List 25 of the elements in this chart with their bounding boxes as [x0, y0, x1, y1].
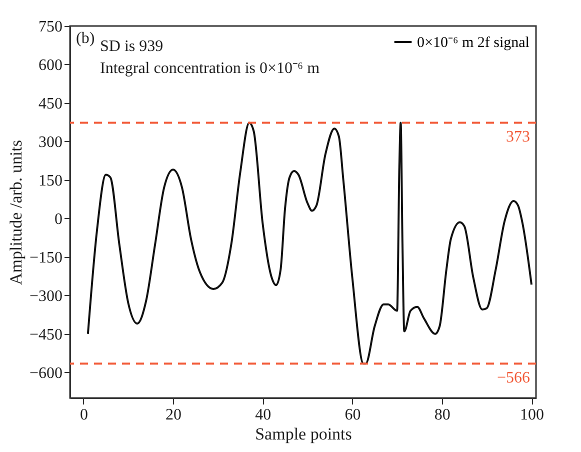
y-tick-label: −150 [29, 249, 62, 266]
y-axis-title: Amplitude /arb. units [6, 140, 26, 285]
y-tick-label: −600 [29, 364, 62, 382]
x-tick-label: 0 [80, 406, 88, 424]
y-tick-label: 750 [38, 18, 62, 36]
x-tick-label: 20 [166, 406, 182, 424]
y-tick-label: 150 [38, 172, 62, 190]
x-tick-label: 80 [434, 406, 450, 424]
ref-line-label: 373 [506, 128, 530, 146]
y-tick-label: 450 [38, 95, 62, 112]
y-tick-label: 600 [38, 56, 62, 74]
y-tick-label: −300 [29, 288, 62, 305]
legend-label: 0×10⁻⁶ m 2f signal [417, 35, 530, 51]
y-tick-label: 300 [38, 134, 62, 151]
y-tick-label: 0 [54, 210, 62, 228]
x-tick-label: 100 [520, 406, 544, 424]
y-tick-label: −450 [29, 326, 62, 344]
x-tick-label: 40 [255, 406, 272, 424]
ref-line-label: −566 [496, 370, 530, 387]
annotation: (b) [76, 30, 95, 47]
annotation: SD is 939 [100, 38, 164, 55]
x-axis-title: Sample points [255, 424, 352, 444]
x-tick-label: 60 [344, 406, 361, 424]
line-series [86, 122, 533, 365]
annotation: Integral concentration is 0×10⁻⁶ m [100, 60, 320, 77]
